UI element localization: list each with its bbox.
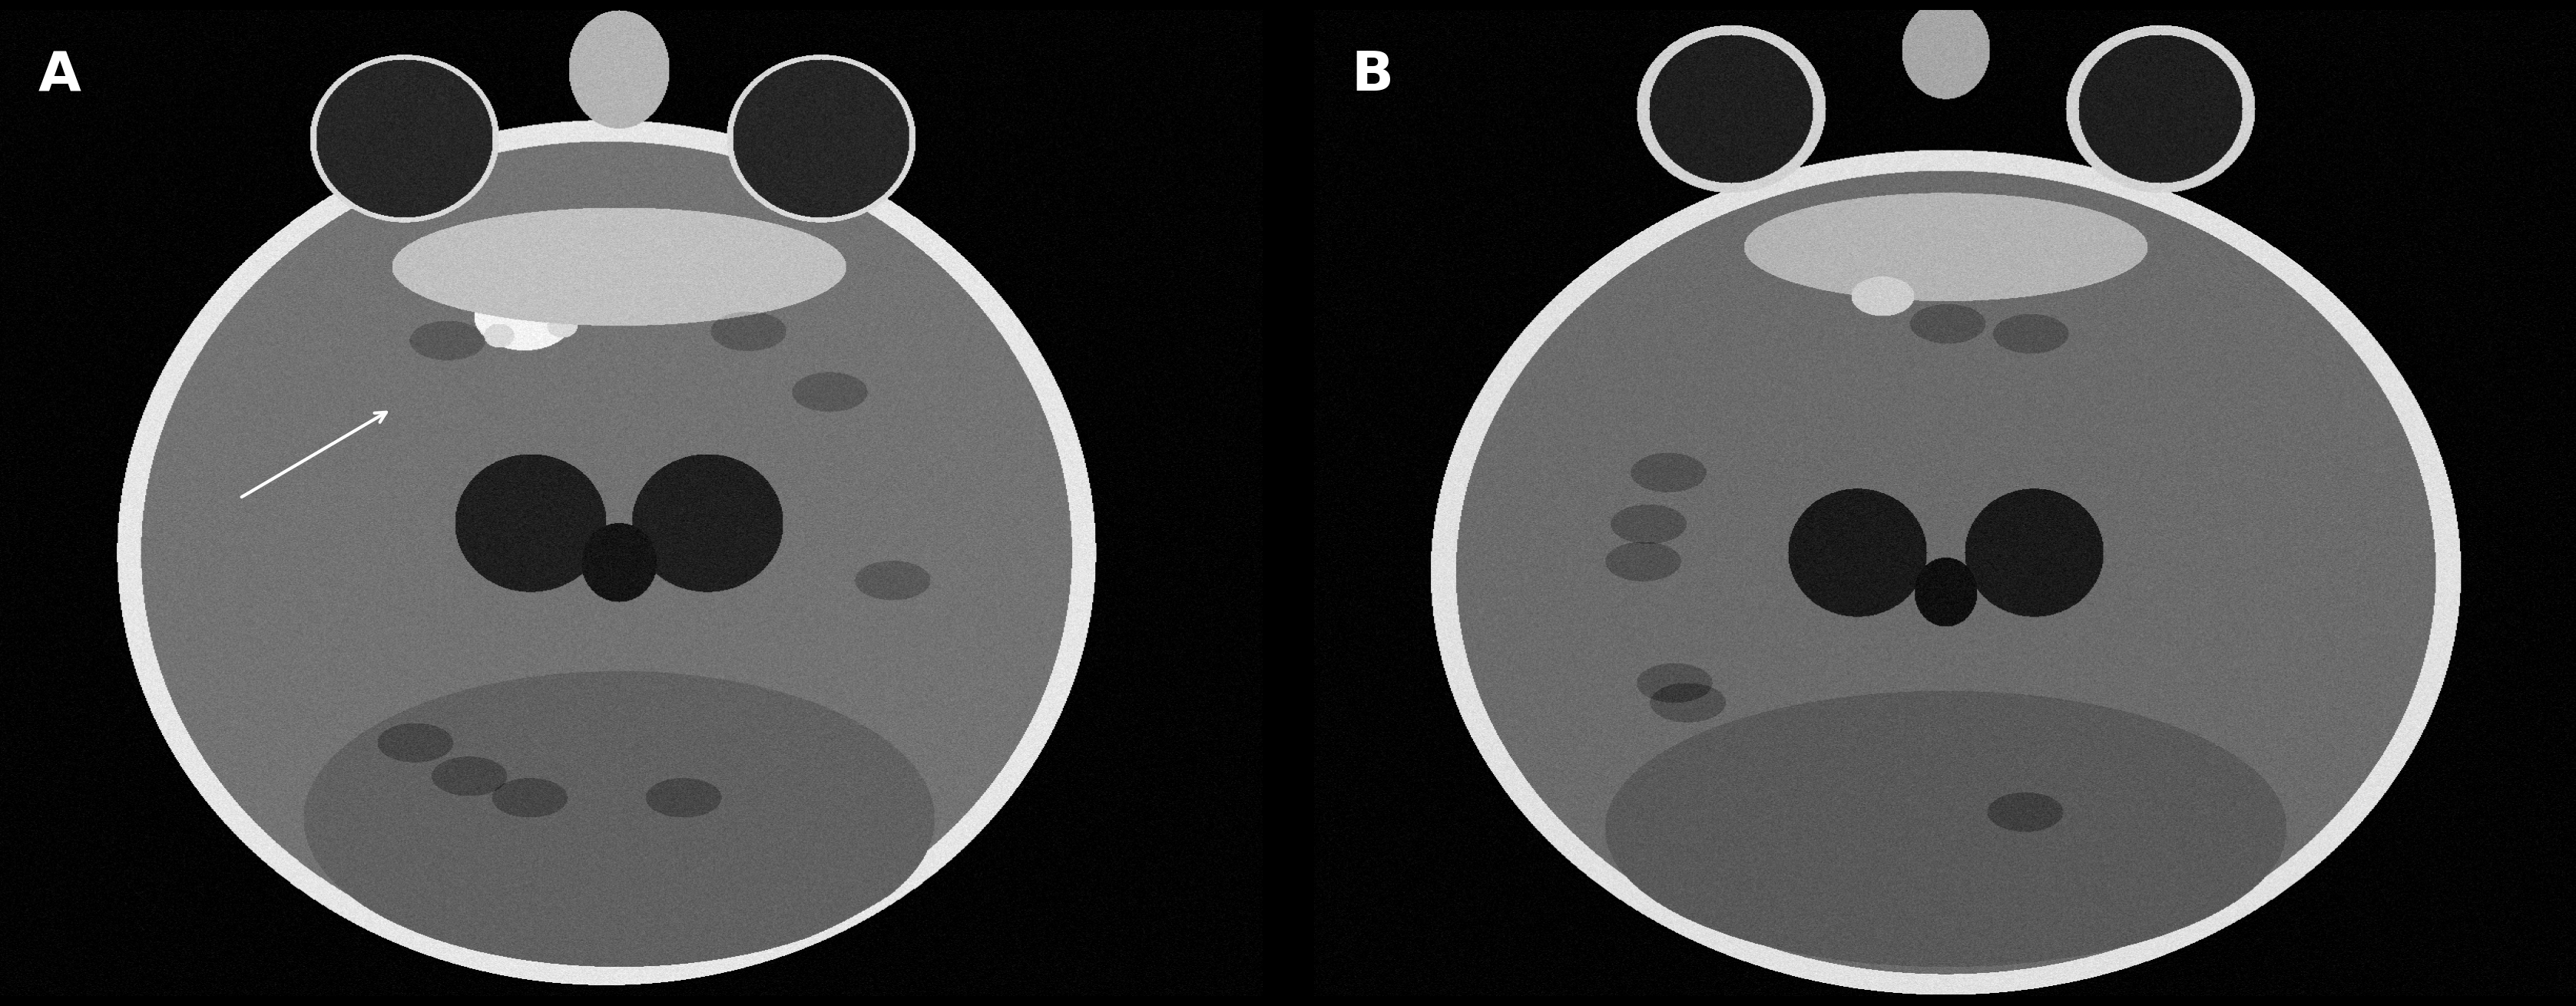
Text: A: A [39,49,80,103]
Text: B: B [1352,49,1394,103]
